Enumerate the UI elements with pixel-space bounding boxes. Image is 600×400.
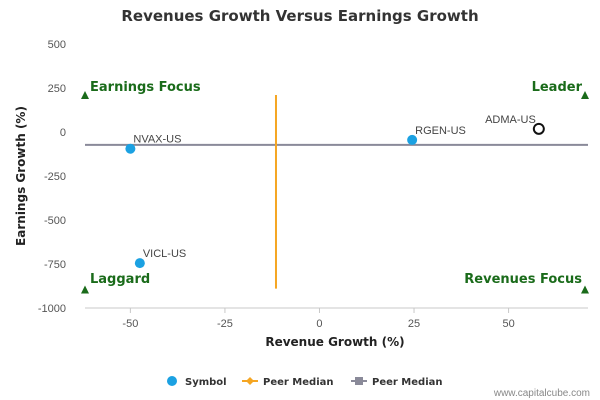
x-tick-label: 25 bbox=[408, 318, 420, 330]
data-points: NVAX-US RGEN-US VICL-US ADMA-US bbox=[125, 114, 545, 269]
quadrant-label-leader: Leader bbox=[532, 80, 583, 95]
quadrant-label-revenues-focus: Revenues Focus bbox=[464, 272, 582, 287]
y-tick-label: 500 bbox=[48, 39, 66, 51]
y-tick-label: -1000 bbox=[38, 303, 66, 315]
legend: Symbol Peer Median Peer Median bbox=[167, 376, 443, 388]
legend-square-icon bbox=[355, 377, 363, 385]
credit-text: www.capitalcube.com bbox=[493, 388, 590, 399]
x-tick-label: -25 bbox=[217, 318, 233, 330]
quadrant-labels: Earnings Focus Leader Laggard Revenues Focu… bbox=[81, 80, 589, 294]
quadrant-label-laggard: Laggard bbox=[90, 272, 150, 287]
data-point-marker bbox=[532, 122, 545, 135]
data-point-label: VICL-US bbox=[143, 248, 186, 260]
legend-label: Peer Median bbox=[372, 377, 443, 388]
legend-circle-icon bbox=[167, 376, 177, 386]
x-tick-label: 0 bbox=[316, 318, 322, 330]
y-axis-title: Earnings Growth (%) bbox=[14, 106, 28, 246]
y-tick-label: -750 bbox=[44, 259, 66, 271]
data-point-label: NVAX-US bbox=[133, 134, 181, 146]
y-tick-label: 250 bbox=[48, 83, 66, 95]
quadrant-marker-icon bbox=[81, 285, 89, 294]
x-axis-title: Revenue Growth (%) bbox=[265, 335, 404, 349]
data-point-label: ADMA-US bbox=[485, 114, 536, 126]
legend-diamond-icon bbox=[246, 377, 254, 385]
data-point-marker bbox=[125, 143, 136, 154]
quadrant-marker-icon bbox=[581, 285, 589, 294]
quadrant-label-earnings-focus: Earnings Focus bbox=[90, 80, 201, 95]
data-point-marker bbox=[134, 258, 145, 269]
y-tick-label: -500 bbox=[44, 215, 66, 227]
y-tick-label: 0 bbox=[60, 127, 66, 139]
y-axis-ticks: 500 250 0 -250 -500 -750 -1000 bbox=[38, 39, 66, 315]
legend-label: Symbol bbox=[185, 377, 227, 388]
quadrant-marker-icon bbox=[81, 91, 89, 100]
x-tick-label: 50 bbox=[502, 318, 514, 330]
y-tick-label: -250 bbox=[44, 171, 66, 183]
quadrant-marker-icon bbox=[581, 91, 589, 100]
x-axis-ticks: -50 -25 0 25 50 bbox=[122, 308, 515, 330]
data-point-marker bbox=[407, 134, 418, 145]
x-tick-label: -50 bbox=[122, 318, 138, 330]
legend-label: Peer Median bbox=[263, 377, 334, 388]
chart-title: Revenues Growth Versus Earnings Growth bbox=[121, 7, 478, 25]
data-point-label: RGEN-US bbox=[415, 125, 466, 137]
